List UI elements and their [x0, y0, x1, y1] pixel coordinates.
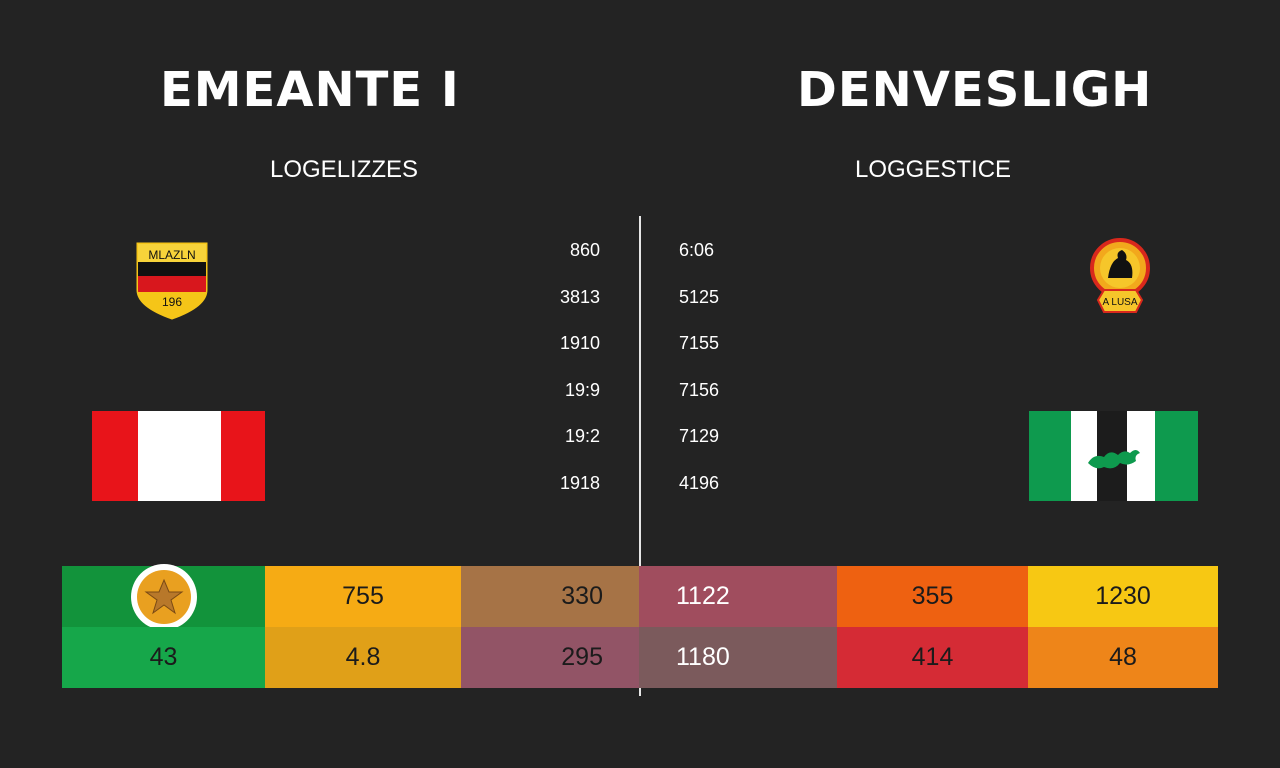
right-team-stats: 6:06 5125 7155 7156 7129 4196 [679, 236, 769, 515]
crest-text-bottom: 196 [162, 295, 182, 309]
score-cell: 414 [837, 627, 1028, 688]
center-divider [639, 216, 641, 696]
score-cell: 48 [1028, 627, 1218, 688]
score-cell: 1230 [1028, 566, 1218, 627]
star-icon [143, 578, 184, 614]
right-stat: 6:06 [679, 240, 715, 260]
flag-stripe [221, 411, 265, 501]
score-cell: 330 [461, 566, 639, 627]
flag-stripe [1071, 411, 1097, 501]
left-stat: 860 [569, 240, 600, 260]
score-cell: 1180 [639, 627, 837, 688]
flag-stripe [92, 411, 138, 501]
left-team-stats: 860 3813 1910 19:9 19:2 1918 [520, 236, 600, 515]
score-cell: 1122 [639, 566, 837, 627]
right-stat: 7129 [679, 426, 720, 446]
right-stat: 5125 [679, 286, 720, 307]
right-stat: 4196 [679, 472, 720, 493]
score-cell: 43 [62, 627, 265, 688]
right-team-title: DENVESLIGH [797, 62, 1153, 118]
score-cell: 295 [461, 627, 639, 688]
emblem-text: A LUSA [1102, 297, 1137, 308]
star-badge [130, 563, 197, 630]
right-stat: 7156 [679, 379, 720, 400]
score-cell: 355 [837, 566, 1028, 627]
left-stat: 1910 [559, 333, 600, 353]
score-row: 755 330 1122 355 1230 [62, 563, 1218, 630]
flag-stripe [1029, 411, 1071, 501]
flag-stripe [138, 411, 221, 501]
left-stat: 19:9 [564, 379, 600, 400]
left-team-title: EMEANTE I [160, 62, 460, 118]
right-stat: 7155 [679, 333, 720, 353]
left-stat: 3813 [559, 286, 600, 307]
crest-text-top: MLAZLN [148, 248, 195, 262]
left-stat: 1918 [559, 472, 600, 493]
score-cell [62, 563, 265, 630]
flag-stripe [1155, 411, 1198, 501]
right-team-flag [1029, 411, 1198, 501]
lizard-icon [1088, 450, 1140, 469]
score-cell: 755 [265, 566, 461, 627]
left-team-flag [92, 411, 265, 501]
score-row: 43 4.8 295 1180 414 48 [62, 627, 1218, 688]
left-stat: 19:2 [564, 426, 600, 446]
right-team-subtitle: LOGGESTICE [855, 156, 1012, 183]
left-team-subtitle: LOGELIZZES [270, 156, 419, 183]
left-team-crest-icon: MLAZLN 196 [134, 240, 210, 322]
right-team-emblem-icon: A LUSA [1088, 238, 1152, 320]
score-cell: 4.8 [265, 627, 461, 688]
